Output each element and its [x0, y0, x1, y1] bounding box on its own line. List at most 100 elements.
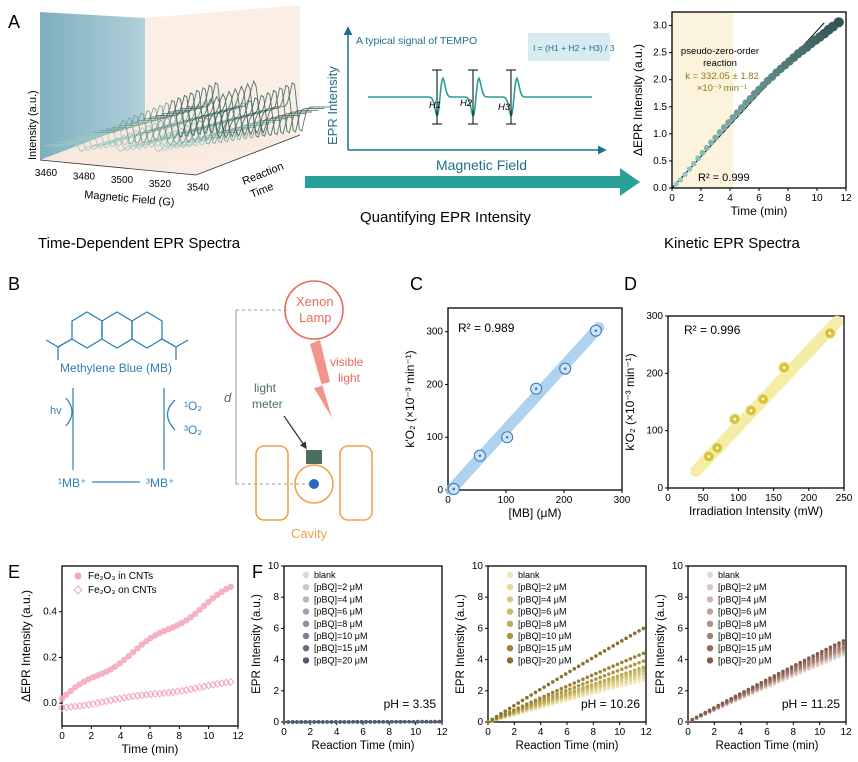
y-tick-label: 300 — [426, 327, 443, 338]
data-point — [598, 669, 603, 674]
data-point — [84, 700, 93, 709]
data-point — [615, 684, 620, 689]
x-tick-label: 300 — [614, 495, 631, 506]
data-point — [811, 656, 815, 661]
data-point — [420, 719, 424, 724]
data-point — [607, 646, 611, 651]
legend-label: [pBQ]=2 μM — [314, 582, 362, 592]
x-tick-label: 8 — [791, 727, 797, 738]
data-point — [385, 719, 390, 724]
annotation-line-1: pseudo-zero-order — [681, 46, 759, 57]
legend-label: [pBQ]=10 μM — [518, 631, 571, 641]
data-point — [837, 647, 841, 651]
data-point — [641, 678, 646, 682]
legend-marker — [506, 645, 514, 652]
spectra-3d-floor — [40, 120, 300, 175]
data-point — [537, 696, 542, 701]
data-point — [602, 668, 607, 672]
data-point — [572, 689, 577, 693]
legend-marker — [706, 620, 714, 627]
data-point — [576, 683, 581, 688]
data-point — [572, 681, 577, 685]
data-point-core — [749, 409, 753, 412]
spectra-3d-xticks: 3460 3480 3500 3520 3540 — [35, 168, 210, 193]
data-point — [607, 672, 611, 676]
x-axis-label: Irradiation Intensity (mW) — [689, 504, 823, 518]
legend-marker — [706, 645, 714, 652]
data-point — [411, 719, 416, 724]
y-tick-label: 0.5 — [653, 156, 667, 167]
data-point — [837, 644, 841, 648]
y-tick-label: 0.0 — [43, 698, 57, 709]
legend-label: [pBQ]=15 μM — [314, 643, 367, 653]
annotation-line-4: ×10⁻³ min⁻¹ — [697, 83, 747, 94]
legend-marker — [302, 620, 310, 627]
legend-marker — [706, 632, 714, 640]
data-point — [637, 679, 641, 683]
data-point — [615, 662, 620, 667]
y-axis-label: EPR Intensity (a.u.) — [655, 594, 667, 694]
data-point — [208, 680, 217, 689]
data-point — [499, 712, 503, 716]
data-point — [725, 119, 732, 126]
data-point — [407, 719, 411, 724]
x-tick-label: 2 — [308, 727, 314, 738]
data-point — [824, 650, 828, 655]
data-point — [512, 708, 516, 712]
data-point — [537, 699, 542, 703]
data-point — [720, 124, 728, 131]
data-point — [581, 686, 585, 690]
data-point — [632, 677, 637, 681]
data-point — [191, 610, 199, 617]
legend-marker — [73, 585, 83, 595]
legend-marker — [506, 620, 514, 627]
tempo-signal: A typical signal of TEMPO I = (H1 + H2 +… — [305, 26, 640, 226]
data-point — [615, 669, 620, 673]
tempo-xlabel: Magnetic Field — [436, 157, 527, 173]
data-point — [390, 719, 394, 724]
visible-light-label-2: light — [338, 371, 361, 385]
x-tick-label: 12 — [840, 193, 852, 204]
data-point — [143, 637, 150, 645]
data-point — [815, 657, 820, 661]
data-point — [637, 670, 641, 674]
fit-band — [445, 322, 605, 496]
data-point — [619, 680, 624, 685]
data-point — [576, 679, 581, 683]
chart-f-ph-10-26: 0 2 4 6 8 10 12 0 2 4 6 8 10 Reaction Time (min) EPR I… — [455, 561, 652, 752]
data-point — [355, 720, 360, 724]
cavity-ring — [294, 464, 334, 504]
x-tick-label: 10 — [410, 727, 422, 738]
data-point — [819, 652, 824, 657]
mb-o2-curve — [166, 399, 176, 431]
data-point — [116, 660, 123, 667]
y-tick-label: 300 — [646, 311, 663, 322]
data-point — [187, 614, 194, 621]
x-tick-label: 8 — [785, 193, 791, 204]
data-point — [111, 695, 120, 704]
y-tick-label: 8 — [677, 592, 683, 603]
data-point — [134, 645, 141, 652]
legend-marker — [302, 657, 310, 664]
data-point — [563, 692, 568, 696]
data-point — [811, 654, 815, 658]
shaded-region — [672, 12, 733, 188]
data-point — [641, 668, 646, 673]
mb-o2-triplet: ³O₂ — [184, 423, 202, 437]
mb-singlet-state: ¹MB⁺ — [58, 476, 86, 490]
x-axis-label: Reaction Time (min) — [516, 740, 619, 752]
data-point — [529, 693, 533, 697]
y-tick-label: 4 — [477, 655, 483, 666]
data-point — [490, 717, 495, 722]
chart-f-ph-3-35: 0 2 4 6 8 10 12 0 2 4 6 8 10 Reaction Time (min) EPR I… — [251, 561, 448, 752]
data-point — [807, 656, 811, 661]
data-point — [750, 685, 755, 690]
legend-marker — [706, 571, 714, 579]
data-point — [815, 652, 820, 656]
data-point — [312, 720, 317, 724]
x-tick-label: 4 — [727, 193, 733, 204]
tempo-height-marks — [432, 69, 516, 125]
data-point — [585, 675, 590, 680]
mb-ring-left — [71, 311, 103, 349]
